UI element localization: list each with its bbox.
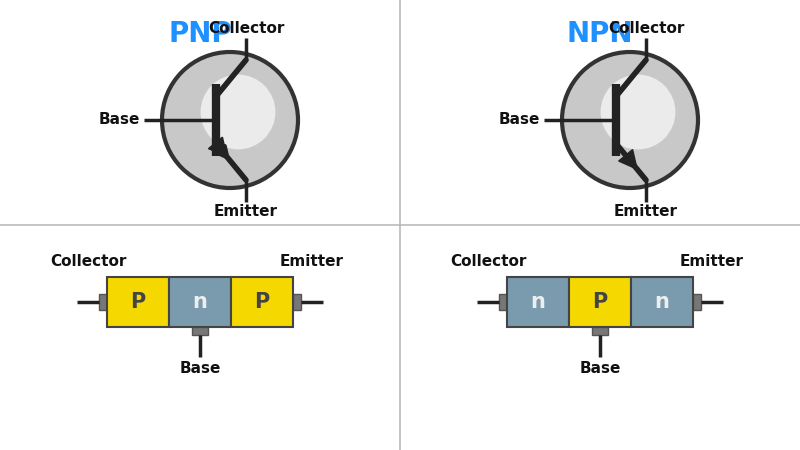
Polygon shape bbox=[618, 149, 637, 169]
Bar bbox=[507, 277, 569, 327]
Bar bbox=[569, 277, 631, 327]
Text: n: n bbox=[654, 292, 670, 312]
Bar bbox=[631, 277, 693, 327]
Polygon shape bbox=[209, 137, 227, 157]
Text: Base: Base bbox=[579, 361, 621, 376]
Bar bbox=[99, 294, 107, 310]
Circle shape bbox=[162, 52, 298, 188]
Text: Emitter: Emitter bbox=[214, 204, 278, 219]
Bar bbox=[293, 294, 301, 310]
Text: NPN: NPN bbox=[566, 20, 634, 48]
Circle shape bbox=[562, 52, 698, 188]
Text: P: P bbox=[130, 292, 146, 312]
Text: Emitter: Emitter bbox=[614, 204, 678, 219]
Bar bbox=[192, 327, 208, 335]
Text: n: n bbox=[530, 292, 546, 312]
Text: PNP: PNP bbox=[168, 20, 232, 48]
Text: Emitter: Emitter bbox=[680, 254, 744, 269]
Text: Base: Base bbox=[179, 361, 221, 376]
Bar bbox=[231, 277, 293, 327]
Circle shape bbox=[601, 75, 675, 149]
Bar bbox=[169, 277, 231, 327]
Text: Collector: Collector bbox=[608, 21, 684, 36]
Bar bbox=[107, 277, 169, 327]
Bar bbox=[592, 327, 608, 335]
Text: Base: Base bbox=[498, 112, 540, 127]
Circle shape bbox=[201, 75, 275, 149]
Text: Collector: Collector bbox=[50, 254, 126, 269]
Bar bbox=[499, 294, 507, 310]
Text: P: P bbox=[592, 292, 608, 312]
Text: Collector: Collector bbox=[450, 254, 526, 269]
Text: Collector: Collector bbox=[208, 21, 284, 36]
Text: Emitter: Emitter bbox=[280, 254, 344, 269]
Text: Base: Base bbox=[98, 112, 140, 127]
Bar bbox=[693, 294, 701, 310]
Text: P: P bbox=[254, 292, 270, 312]
Text: n: n bbox=[193, 292, 207, 312]
